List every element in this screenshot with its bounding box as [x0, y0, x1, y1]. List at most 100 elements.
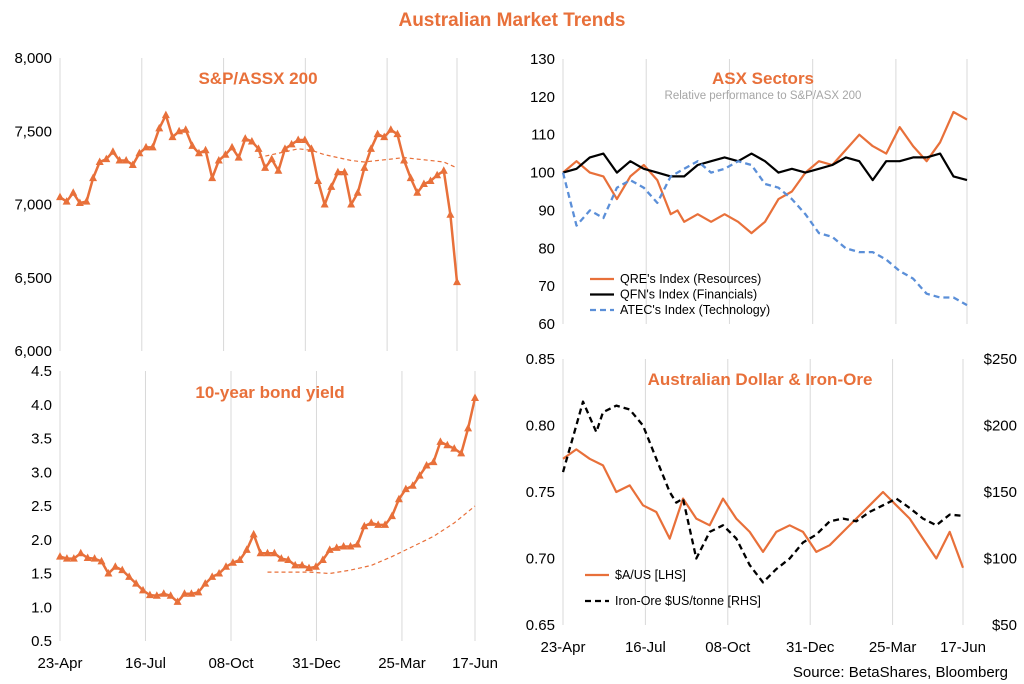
y-tick-label: 90 [538, 202, 555, 219]
chart-title: ASX Sectors [712, 69, 814, 88]
data-point [401, 484, 410, 493]
x-tick-label: 23-Apr [540, 639, 585, 656]
data-point [406, 173, 415, 182]
data-point [254, 144, 263, 152]
data-point [187, 589, 196, 597]
data-point [173, 597, 182, 605]
data-point [436, 437, 445, 445]
data-point [69, 188, 78, 196]
series-line [561, 400, 964, 584]
data-point [277, 554, 286, 562]
x-tick-label: 16-Jul [125, 655, 166, 672]
series-line [562, 152, 968, 182]
y-tick-label: 70 [538, 278, 555, 295]
data-point [175, 126, 184, 135]
y2-tick-label: $200 [984, 418, 1017, 435]
y-tick-label: 7,000 [14, 197, 52, 214]
y-tick-label: 0.5 [31, 633, 52, 650]
y-tick-label: 8,000 [14, 50, 52, 67]
data-point [95, 157, 104, 166]
data-point [76, 548, 85, 557]
data-point [242, 545, 251, 553]
data-point [125, 572, 134, 580]
data-point [222, 562, 230, 570]
y-tick-label: 2.0 [31, 532, 52, 549]
data-point [75, 198, 84, 207]
data-point [145, 590, 154, 599]
y-tick-label: 3.5 [31, 431, 52, 448]
series-line [562, 110, 968, 235]
data-point [139, 585, 147, 594]
legend-label: QFN's Index (Financials) [620, 288, 757, 302]
y-tick-label: 1.0 [31, 599, 52, 616]
data-point [261, 163, 270, 171]
data-point [249, 529, 258, 538]
chart-asx200: 6,000 6,500 7,000 7,500 8,000 S&P/ASSX 200 [14, 50, 461, 360]
data-point [433, 170, 442, 179]
chart-subtitle: Relative performance to S&P/ASX 200 [665, 90, 862, 102]
data-point [413, 188, 422, 196]
data-point [457, 448, 466, 457]
data-point [353, 188, 362, 196]
data-point [142, 142, 151, 151]
data-point [305, 563, 313, 572]
data-point [393, 129, 402, 138]
x-tick-label: 08-Oct [208, 655, 254, 672]
data-point [332, 543, 341, 551]
chart-title: Australian Dollar & Iron-Ore [648, 370, 873, 389]
data-point [419, 179, 428, 187]
data-point [386, 125, 395, 133]
data-point [429, 457, 438, 466]
x-tick-label: 25-Mar [869, 639, 917, 656]
data-point [135, 148, 144, 157]
data-point [373, 129, 382, 138]
data-point [284, 555, 293, 563]
data-point [367, 518, 376, 526]
series-line [59, 113, 459, 283]
data-point [128, 160, 137, 168]
y-tick-label: 4.5 [31, 363, 52, 380]
data-point [346, 542, 355, 550]
data-point [450, 444, 459, 452]
x-tick-label: 17-Jun [940, 639, 986, 656]
data-point [320, 200, 329, 208]
data-point [318, 555, 327, 563]
y2-tick-label: $100 [984, 551, 1017, 568]
data-point [291, 560, 300, 569]
data-point [333, 167, 342, 176]
data-point [247, 137, 256, 145]
data-point [159, 589, 168, 597]
data-point [228, 142, 237, 151]
data-point [443, 440, 452, 449]
x-tick-label: 08-Oct [705, 639, 751, 656]
y-tick-label: 130 [530, 51, 555, 68]
x-tick-label: 31-Dec [786, 639, 835, 656]
data-point [439, 166, 448, 174]
data-point [471, 393, 479, 401]
y-tick-label: 1.5 [31, 566, 52, 583]
data-point [221, 150, 230, 158]
data-point [97, 556, 106, 565]
data-point [234, 153, 243, 161]
data-point [108, 147, 117, 155]
data-point [381, 520, 390, 528]
source-note: Source: BetaShares, Bloomberg [793, 664, 1008, 681]
data-point [314, 176, 323, 185]
data-point [353, 539, 362, 548]
series-line [258, 148, 458, 169]
legend-label: $A/US [LHS] [615, 568, 686, 582]
data-point [201, 579, 210, 587]
y2-tick-label: $50 [992, 617, 1017, 634]
y-tick-label: 0.85 [526, 351, 555, 368]
data-point [267, 154, 276, 163]
legend-label: ATEC's Index (Technology) [620, 303, 770, 317]
data-point [311, 562, 320, 570]
y-tick-label: 4.0 [31, 397, 52, 414]
data-point [56, 192, 64, 201]
y-tick-label: 100 [530, 165, 555, 182]
data-point [155, 123, 164, 132]
data-point [62, 554, 71, 562]
data-point [325, 545, 334, 553]
data-point [152, 591, 161, 599]
data-point [90, 554, 99, 562]
